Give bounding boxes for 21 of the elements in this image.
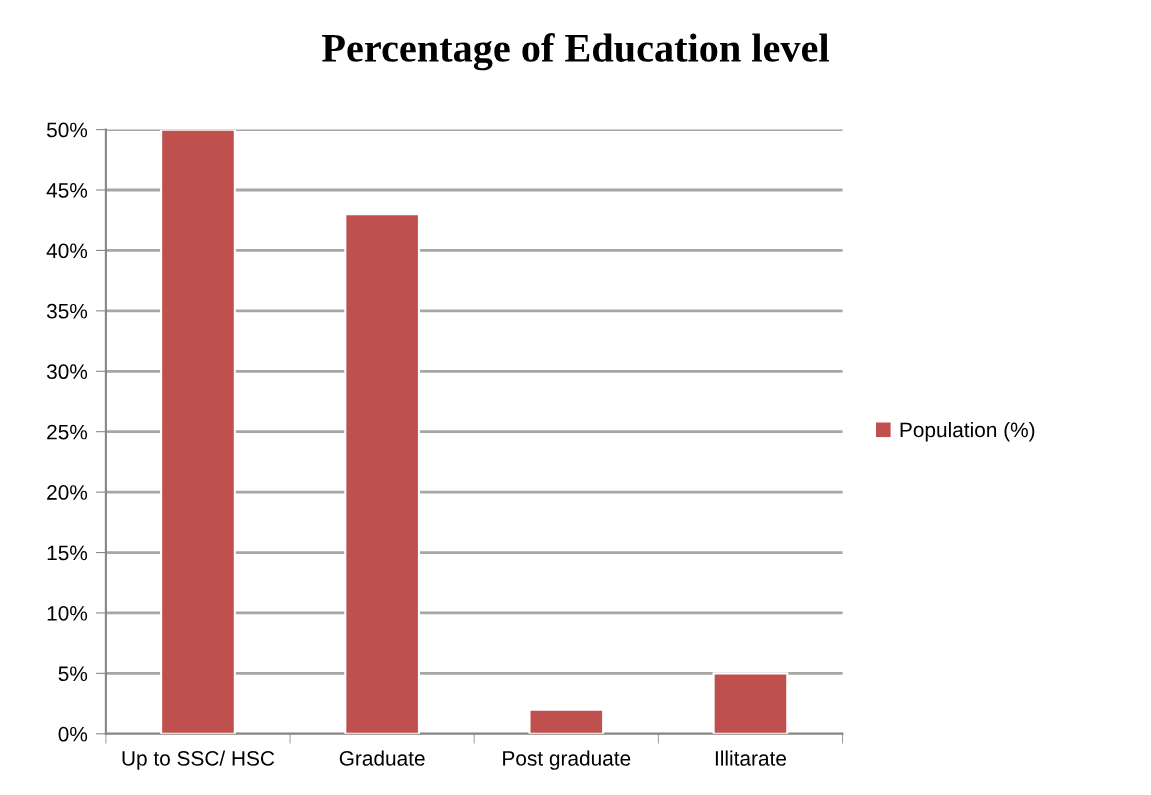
bar	[712, 672, 789, 734]
y-tick-label: 10%	[47, 605, 88, 621]
chart-title: Percentage of Education level	[322, 33, 829, 71]
y-tick-label: 0%	[58, 726, 88, 742]
y-tick-label: 35%	[46, 303, 88, 319]
bar	[528, 708, 605, 734]
bar	[160, 129, 236, 734]
y-tick-label: 45%	[46, 183, 88, 198]
x-tick-label: Graduate	[339, 750, 425, 766]
bar	[344, 213, 420, 734]
y-tick-label: 30%	[46, 364, 88, 380]
y-tick-label: 20%	[47, 485, 88, 500]
x-tick-label: Illitarate	[715, 750, 786, 766]
y-tick-label: 15%	[47, 545, 88, 561]
y-tick-label: 5%	[58, 666, 88, 682]
y-tick-label: 25%	[47, 424, 88, 440]
x-tick-label: Up to SSC/ HSC	[122, 750, 275, 770]
y-tick-label: 50%	[46, 122, 88, 138]
x-tick-label: Post graduate	[503, 750, 631, 770]
y-tick-label: 40%	[46, 243, 88, 259]
legend-label: Population (%)	[900, 421, 1035, 442]
